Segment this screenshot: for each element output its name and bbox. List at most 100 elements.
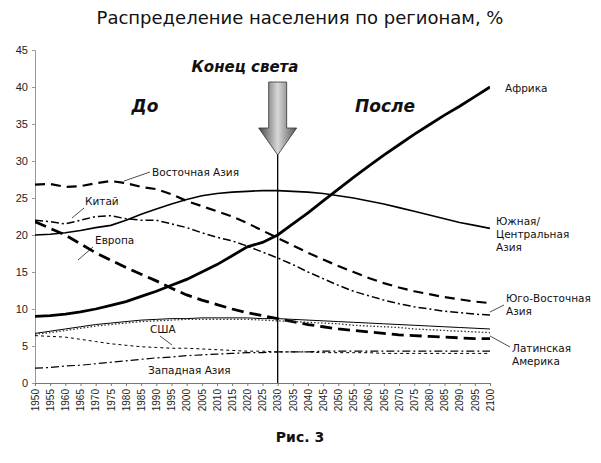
- x-tick-label: 2030: [272, 389, 283, 412]
- series-label: ЛатинскаяАмерика: [512, 342, 571, 367]
- x-tick-mark: [187, 383, 188, 386]
- x-tick-mark: [141, 383, 142, 386]
- y-tick-label: 30: [16, 155, 28, 167]
- y-axis: 051015202530354045: [16, 44, 36, 389]
- y-tick-mark: [32, 383, 35, 384]
- x-tick-mark: [399, 383, 400, 386]
- y-tick-label: 10: [16, 303, 28, 315]
- x-tick-label: 2000: [181, 389, 192, 412]
- series-label-line: Юго-Восточная: [506, 292, 591, 304]
- x-tick-label: 1970: [90, 389, 101, 412]
- x-tick-label: 2060: [363, 389, 374, 412]
- x-tick-label: 1985: [136, 389, 147, 412]
- annotation: Рис. 3: [276, 429, 324, 445]
- x-tick: 2025: [257, 383, 268, 411]
- y-tick-mark: [32, 272, 35, 273]
- x-tick-mark: [293, 383, 294, 386]
- x-tick: 1955: [45, 383, 56, 411]
- x-tick: 1990: [151, 383, 162, 411]
- x-tick-label: 2035: [288, 389, 299, 412]
- x-tick: 2055: [348, 383, 359, 411]
- x-tick-label: 2040: [303, 389, 314, 412]
- y-tick-label: 40: [16, 81, 28, 93]
- y-tick-label: 5: [22, 340, 28, 352]
- series-line: [35, 319, 490, 334]
- x-tick-label: 2045: [318, 389, 329, 412]
- x-tick: 1995: [166, 383, 177, 411]
- y-tick-mark: [32, 87, 35, 88]
- x-tick-mark: [323, 383, 324, 386]
- x-tick: 1960: [60, 383, 71, 411]
- x-tick: 2085: [439, 383, 450, 411]
- chart-container: Распределение населения по регионам, %05…: [0, 0, 601, 463]
- x-axis: 1950195519601965197019751980198519901995…: [30, 383, 496, 411]
- x-tick-label: 2095: [470, 389, 481, 412]
- x-tick-label: 1960: [60, 389, 71, 412]
- x-tick-label: 2015: [227, 389, 238, 412]
- x-tick-mark: [126, 383, 127, 386]
- x-tick: 2000: [181, 383, 192, 411]
- x-tick-mark: [384, 383, 385, 386]
- x-tick-label: 2100: [485, 389, 496, 412]
- series-label-line: Африка: [505, 82, 547, 94]
- series-label: Западная Азия: [148, 364, 231, 376]
- x-tick-mark: [81, 383, 82, 386]
- chart-title: Распределение населения по регионам, %: [97, 7, 504, 28]
- y-tick: 25: [16, 192, 35, 204]
- y-tick: 35: [16, 118, 35, 130]
- label-leader: [78, 247, 93, 260]
- series-line: [35, 181, 490, 303]
- y-tick-label: 45: [16, 44, 28, 56]
- x-tick: 2100: [485, 383, 496, 411]
- label-leader: [72, 208, 84, 218]
- x-tick: 2070: [394, 383, 405, 411]
- x-tick: 1965: [75, 383, 86, 411]
- chart-svg: Распределение населения по регионам, %05…: [0, 0, 601, 463]
- x-tick: 1950: [30, 383, 41, 411]
- x-tick-mark: [429, 383, 430, 386]
- x-tick-mark: [217, 383, 218, 386]
- x-tick-mark: [65, 383, 66, 386]
- x-tick-label: 1955: [45, 389, 56, 412]
- y-tick: 5: [22, 340, 35, 352]
- y-tick-mark: [32, 198, 35, 199]
- x-tick: 2075: [409, 383, 420, 411]
- series-labels: АфрикаЮжная/ЦентральнаяАзияВосточная Ази…: [72, 82, 591, 376]
- series-label: Китай: [85, 195, 119, 207]
- series-line: [35, 222, 490, 339]
- x-tick-label: 2085: [439, 389, 450, 412]
- x-tick-mark: [156, 383, 157, 386]
- series-label-line: Европа: [95, 234, 134, 246]
- x-tick-label: 2025: [257, 389, 268, 412]
- annotation: До: [131, 96, 159, 116]
- series-label-line: США: [150, 323, 177, 335]
- x-tick-mark: [232, 383, 233, 386]
- x-tick-mark: [475, 383, 476, 386]
- x-tick-mark: [263, 383, 264, 386]
- x-tick-label: 2005: [197, 389, 208, 412]
- series-label: Европа: [95, 234, 134, 246]
- x-tick: 2005: [197, 383, 208, 411]
- y-tick: 30: [16, 155, 35, 167]
- y-tick: 20: [16, 229, 35, 241]
- x-tick-label: 2080: [424, 389, 435, 412]
- y-tick: 45: [16, 44, 35, 56]
- x-tick-mark: [35, 383, 36, 386]
- y-tick-mark: [32, 124, 35, 125]
- x-tick-label: 1950: [30, 389, 41, 412]
- x-tick: 2020: [242, 383, 253, 411]
- x-tick-label: 2075: [409, 389, 420, 412]
- x-tick: 2050: [333, 383, 344, 411]
- series-line: [35, 191, 490, 235]
- x-tick-mark: [308, 383, 309, 386]
- y-tick-label: 35: [16, 118, 28, 130]
- x-tick-mark: [202, 383, 203, 386]
- series-label-line: Южная/: [496, 215, 540, 227]
- series-line: [35, 87, 490, 316]
- x-tick-mark: [111, 383, 112, 386]
- x-axis-line: [36, 384, 491, 387]
- x-tick: 2010: [212, 383, 223, 411]
- annotations: Конец светаДоПослеРис. 3: [131, 58, 415, 445]
- series-label: Восточная Азия: [152, 166, 239, 178]
- x-tick-mark: [338, 383, 339, 386]
